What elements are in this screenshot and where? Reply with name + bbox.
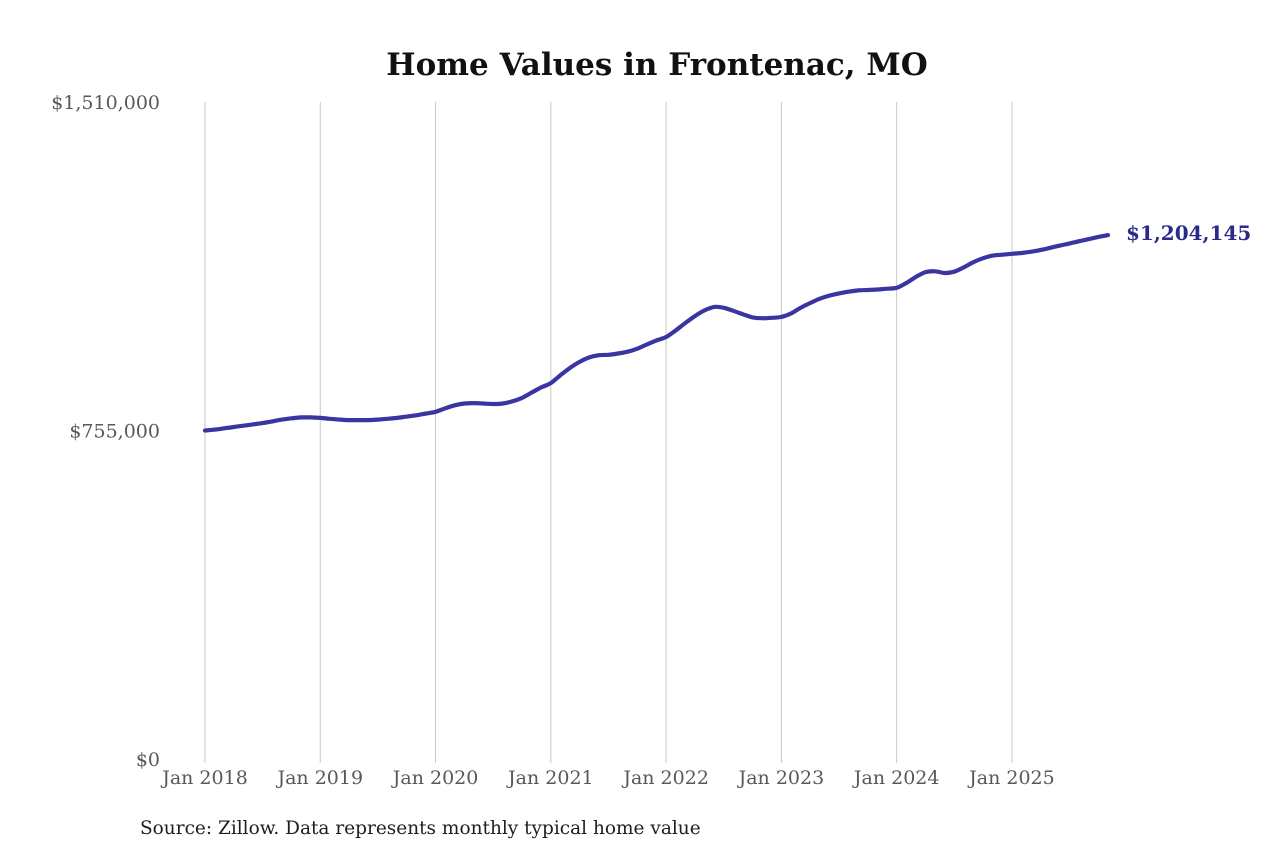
x-tick-label: Jan 2023 xyxy=(737,767,825,789)
x-tick-label: Jan 2020 xyxy=(391,767,479,789)
y-tick-label: $755,000 xyxy=(69,421,160,443)
y-axis-labels: $0 $755,000 $1,510,000 xyxy=(51,92,160,771)
chart-title: Home Values in Frontenac, MO xyxy=(386,47,927,83)
x-tick-label: Jan 2022 xyxy=(621,767,709,789)
y-tick-label: $0 xyxy=(136,749,160,771)
x-tick-label: Jan 2019 xyxy=(275,767,363,789)
home-value-line xyxy=(202,233,1111,433)
y-tick-label: $1,510,000 xyxy=(51,92,160,114)
x-axis-labels: Jan 2018 Jan 2019 Jan 2020 Jan 2021 Jan 2022… xyxy=(160,767,1055,789)
x-tick-label: Jan 2018 xyxy=(160,767,248,789)
x-tick-label: Jan 2025 xyxy=(967,767,1055,789)
source-note: Source: Zillow. Data represents monthly … xyxy=(140,818,701,839)
last-value-label: $1,204,145 xyxy=(1126,221,1251,245)
x-tick-label: Jan 2024 xyxy=(852,767,940,789)
gridlines-layer xyxy=(204,102,1013,763)
x-tick-label: Jan 2021 xyxy=(506,767,594,789)
